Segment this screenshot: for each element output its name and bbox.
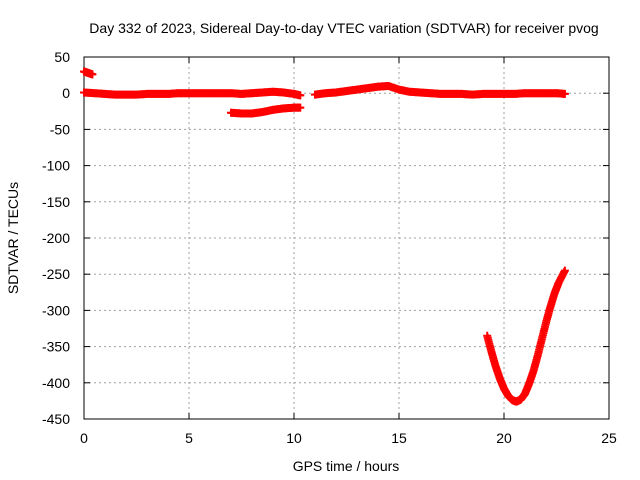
- series-0: [80, 67, 97, 79]
- axis-ticks: 0 5 10 15 20 25 50 0 -50 -100 -150 -200 -250 -300 -350…: [42, 49, 617, 446]
- y-tick-label: -150: [42, 194, 70, 210]
- y-tick-label: -350: [42, 339, 70, 355]
- y-tick-label: -200: [42, 230, 70, 246]
- x-tick-label: 25: [601, 430, 617, 446]
- x-tick-label: 15: [391, 430, 407, 446]
- chart-title: Day 332 of 2023, Sidereal Day-to-day VTE…: [89, 20, 598, 36]
- data-point: [560, 266, 569, 275]
- data-points: [80, 67, 569, 406]
- y-tick-label: -400: [42, 375, 70, 391]
- x-tick-label: 0: [80, 430, 88, 446]
- series-3: [311, 81, 569, 99]
- y-tick-label: -300: [42, 302, 70, 318]
- series-4: [483, 266, 569, 406]
- data-point: [560, 89, 569, 98]
- y-tick-label: -250: [42, 266, 70, 282]
- series-1: [80, 87, 305, 100]
- data-point: [296, 103, 305, 112]
- x-tick-label: 5: [185, 430, 193, 446]
- y-tick-label: -450: [42, 411, 70, 427]
- y-tick-label: -100: [42, 158, 70, 174]
- data-point: [88, 70, 97, 79]
- x-tick-label: 10: [286, 430, 302, 446]
- y-axis-label: SDTVAR / TECUs: [5, 182, 21, 294]
- y-tick-label: -50: [50, 121, 70, 137]
- data-point: [296, 91, 305, 100]
- x-axis-label: GPS time / hours: [293, 458, 400, 474]
- y-tick-label: 50: [54, 49, 70, 65]
- series-2: [227, 103, 305, 118]
- x-tick-label: 20: [496, 430, 512, 446]
- y-tick-label: 0: [62, 85, 70, 101]
- grid-lines: [84, 57, 609, 419]
